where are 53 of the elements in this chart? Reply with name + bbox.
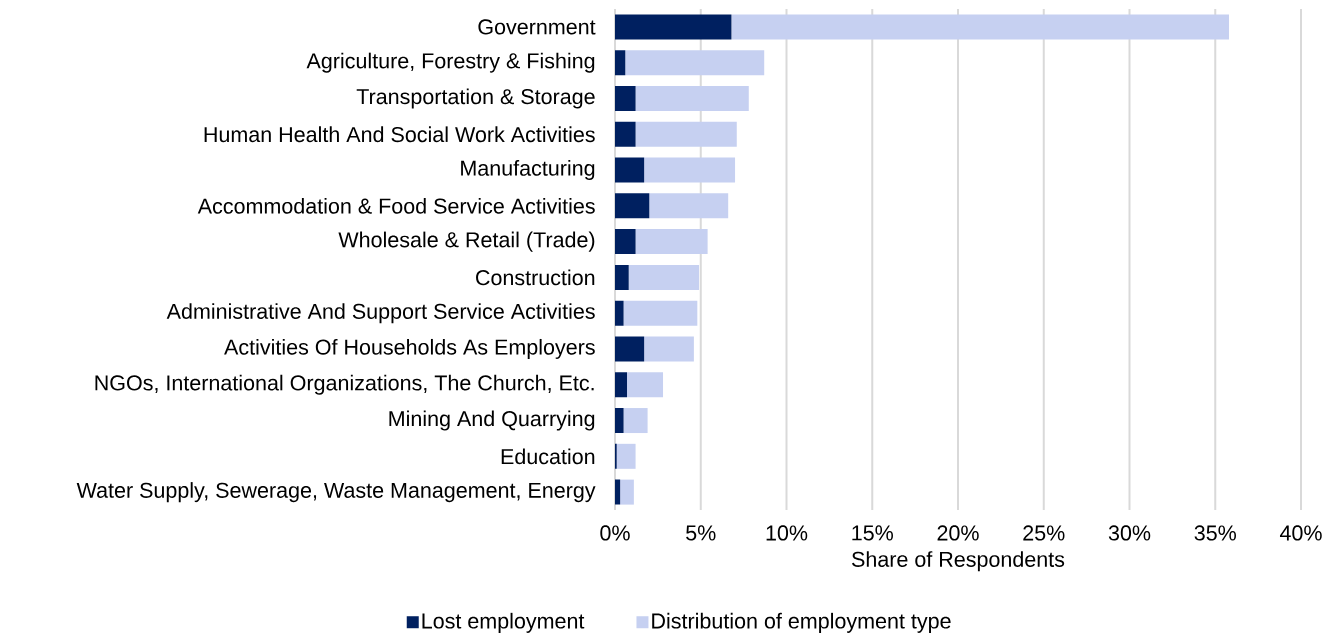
bar [627,372,664,398]
x-tick-label: 0% [600,525,630,541]
bar [615,408,624,434]
bar [615,193,650,219]
y-tick-label: Mining And Quarrying [389,410,595,431]
y-tick-label: Education [501,448,595,465]
x-tick-label: 25% [1023,525,1065,541]
bar [615,50,626,76]
bar [635,121,737,147]
y-tick-label: Activities Of Households As Employers [224,338,595,359]
bar [623,300,698,326]
y-tick-label: Construction [476,269,595,286]
y-tick-label: Accommodation & Food Service Activities [197,197,595,214]
bar [615,157,645,183]
bar [635,85,749,111]
x-tick-label: 35% [1194,525,1236,541]
y-tick-label: Administrative And Support Service Activities [166,303,595,324]
bar [731,14,1229,40]
bar [615,85,636,111]
x-tick-label: 20% [937,525,979,541]
x-tick-label: 5% [686,525,716,541]
y-tick-label: Government [478,19,596,35]
y-tick-label: Manufacturing [461,160,595,181]
bar [625,50,765,76]
legend-label: Lost employment [422,612,585,633]
bar [628,264,700,290]
y-tick-label: Water Supply, Sewerage, Waste Management, Energy [76,482,596,503]
x-axis-title: Share of Respondents [852,551,1065,572]
legend-label: Distribution of employment type [652,612,951,633]
bar [615,479,621,505]
bar [635,229,708,255]
bar [615,121,636,147]
y-tick-label: Agriculture, Forestry & Fishing [306,52,595,73]
y-tick-label: Human Health And Social Work Activities [204,126,595,143]
bar [615,372,628,398]
bar [644,157,736,183]
x-tick-label: 10% [766,525,808,541]
bar [615,300,624,326]
bar [615,336,645,362]
x-tick-label: 15% [852,525,893,541]
y-tick-label: Wholesale & Retail (Trade) [338,231,595,252]
x-tick-label: 40% [1279,525,1322,541]
bar [616,443,636,469]
bar [623,408,648,434]
bar [644,336,694,362]
bar [620,479,634,505]
bar [615,264,629,290]
x-tick-label: 30% [1108,525,1151,541]
y-tick-label: NGOs, International Organizations, The Church, Etc. [95,374,594,395]
bar [649,193,729,219]
bar [615,229,636,255]
bar [615,14,732,40]
y-tick-label: Transportation & Storage [356,88,595,109]
